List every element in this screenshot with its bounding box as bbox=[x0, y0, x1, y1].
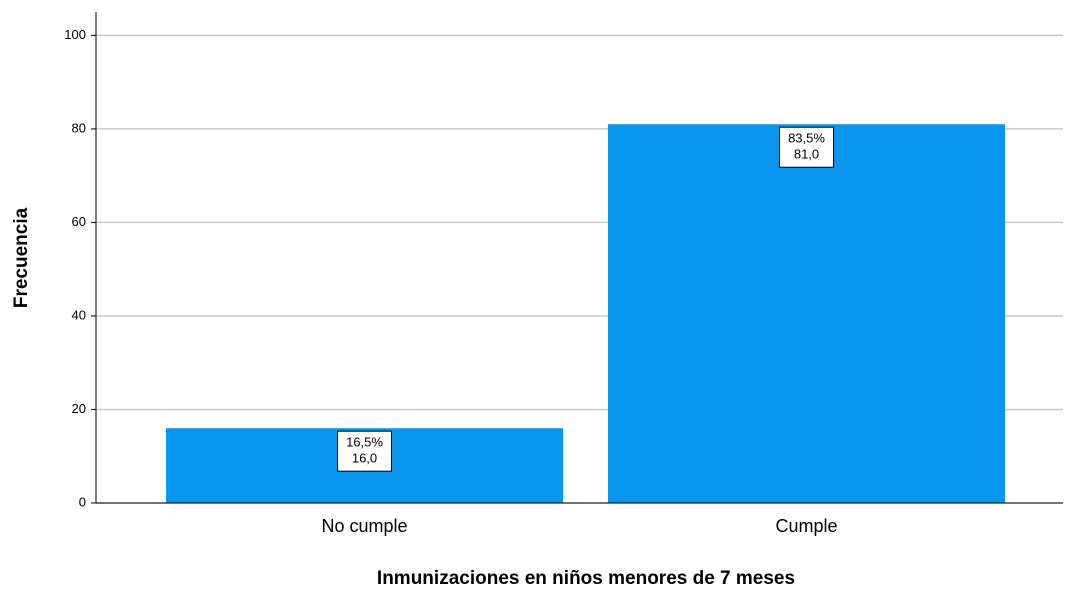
y-tick-label: 0 bbox=[79, 494, 86, 509]
y-tick-label: 100 bbox=[64, 27, 86, 42]
x-tick-label: No cumple bbox=[321, 516, 407, 536]
y-axis-title: Frecuencia bbox=[11, 207, 32, 308]
percent-label: 16,5% bbox=[346, 435, 383, 450]
value-label-box bbox=[779, 126, 834, 168]
value-label-box bbox=[337, 430, 392, 472]
y-tick-label: 40 bbox=[72, 307, 86, 322]
x-tick-label: Cumple bbox=[775, 516, 837, 536]
y-tick-label: 60 bbox=[72, 214, 86, 229]
bar bbox=[608, 124, 1005, 503]
value-label: 81,0 bbox=[794, 147, 819, 162]
x-axis-title: Inmunizaciones en niños menores de 7 mes… bbox=[377, 568, 795, 589]
value-label: 16,0 bbox=[352, 451, 377, 466]
y-tick-label: 20 bbox=[72, 401, 86, 416]
y-tick-label: 80 bbox=[72, 120, 86, 135]
percent-label: 83,5% bbox=[788, 131, 825, 146]
